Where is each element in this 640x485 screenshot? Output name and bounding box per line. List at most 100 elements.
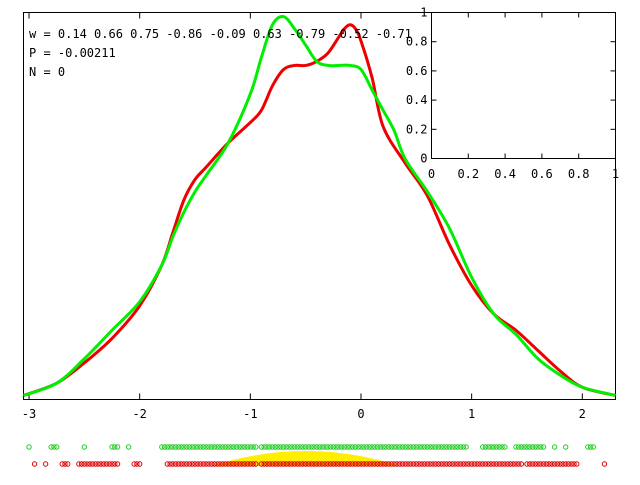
green-sample-marker (327, 444, 334, 450)
red-sample-marker (87, 461, 93, 467)
inset-y-tick-label: 1 (420, 6, 427, 20)
red-sample-marker (515, 461, 522, 467)
green-sample-marker (250, 444, 256, 450)
inset-plot: 0 0.2 0.4 0.6 0.8 1 0 0.2 0.4 0.6 0.8 1 (406, 6, 619, 182)
red-sample-marker (394, 461, 400, 467)
green-sample-marker (291, 444, 298, 450)
inset-x-tick-label: 0 (428, 167, 435, 181)
green-sample-marker (206, 444, 212, 450)
red-sample-marker (131, 461, 137, 467)
green-sample-marker (222, 444, 229, 450)
green-sample-marker (585, 444, 591, 450)
red-sample-marker (228, 461, 234, 467)
red-sample-marker (468, 461, 475, 467)
red-sample-marker (76, 461, 82, 467)
red-sample-marker (560, 461, 566, 467)
n-count-text: N = 0 (29, 65, 65, 79)
red-sample-marker (402, 461, 408, 467)
red-sample-marker (316, 461, 323, 467)
red-sample-marker (134, 461, 140, 467)
green-sample-marker (178, 444, 184, 450)
red-sample-marker (267, 461, 273, 467)
red-sample-marker (84, 461, 90, 467)
red-sample-marker (164, 461, 171, 467)
red-sample-marker (352, 461, 359, 467)
green-sample-marker (242, 444, 248, 450)
green-sample-marker (125, 444, 132, 450)
red-sample-marker (286, 461, 292, 467)
red-sample-marker (432, 461, 439, 467)
red-sample-marker (319, 461, 325, 467)
green-sample-marker (294, 444, 301, 450)
green-sample-marker (413, 444, 420, 450)
green-sample-marker (502, 444, 508, 450)
red-sample-marker (184, 461, 190, 467)
red-sample-marker (322, 461, 328, 467)
red-sample-marker (427, 461, 433, 467)
green-sample-marker (441, 444, 447, 450)
green-sample-marker (524, 444, 530, 450)
inset-x-tick-label: 0.8 (568, 167, 590, 181)
green-sample-marker (280, 444, 287, 450)
green-sample-marker (247, 444, 254, 450)
green-sample-marker (369, 444, 375, 450)
red-sample-marker (397, 461, 403, 467)
red-sample-marker (272, 461, 278, 467)
red-sample-marker (81, 461, 88, 467)
red-sample-marker (203, 461, 209, 467)
red-sample-marker (557, 461, 563, 467)
green-sample-marker (336, 444, 342, 450)
green-sample-marker (449, 444, 455, 450)
green-sample-marker (361, 444, 367, 450)
green-sample-marker (491, 444, 497, 450)
red-sample-marker (261, 461, 267, 467)
green-sample-marker (208, 444, 215, 450)
red-sample-marker (554, 461, 561, 467)
red-sample-marker (311, 461, 317, 467)
green-sample-marker (463, 444, 469, 450)
red-sample-marker (565, 461, 572, 467)
red-sample-marker (341, 461, 348, 467)
green-sample-marker (452, 444, 458, 450)
red-sample-marker (601, 461, 608, 467)
red-sample-marker (247, 461, 254, 467)
red-sample-marker (574, 461, 580, 467)
green-sample-marker (214, 444, 220, 450)
green-sample-marker (300, 444, 306, 450)
red-sample-marker (325, 461, 331, 467)
green-sample-marker (349, 444, 356, 450)
red-sample-marker (399, 461, 406, 467)
green-sample-marker (258, 444, 265, 450)
green-sample-marker (330, 444, 337, 450)
green-sample-marker (460, 444, 467, 450)
red-sample-marker (231, 461, 237, 467)
red-sample-marker (538, 461, 544, 467)
green-sample-marker (538, 444, 544, 450)
green-sample-marker (480, 444, 486, 450)
red-sample-marker (92, 461, 99, 467)
green-sample-marker (366, 444, 372, 450)
red-sample-marker (195, 461, 201, 467)
red-sample-marker (446, 461, 453, 467)
red-sample-marker (388, 461, 395, 467)
red-sample-marker (167, 461, 173, 467)
inset-frame (431, 12, 616, 159)
green-sample-marker (430, 444, 436, 450)
red-sample-marker (421, 461, 428, 467)
green-sample-marker (551, 444, 558, 450)
green-sample-marker (485, 444, 491, 450)
red-sample-marker (391, 461, 397, 467)
red-sample-marker (225, 461, 231, 467)
green-sample-marker (518, 444, 525, 450)
green-sample-marker (416, 444, 422, 450)
red-sample-marker (170, 461, 176, 467)
red-sample-marker (330, 461, 337, 467)
red-sample-marker (480, 461, 486, 467)
green-sample-marker (457, 444, 464, 450)
red-sample-marker (206, 461, 212, 467)
green-sample-marker (167, 444, 173, 450)
inset-y-tick-label: 0 (420, 152, 427, 166)
red-sample-marker (551, 461, 558, 467)
green-sample-marker (112, 444, 118, 450)
